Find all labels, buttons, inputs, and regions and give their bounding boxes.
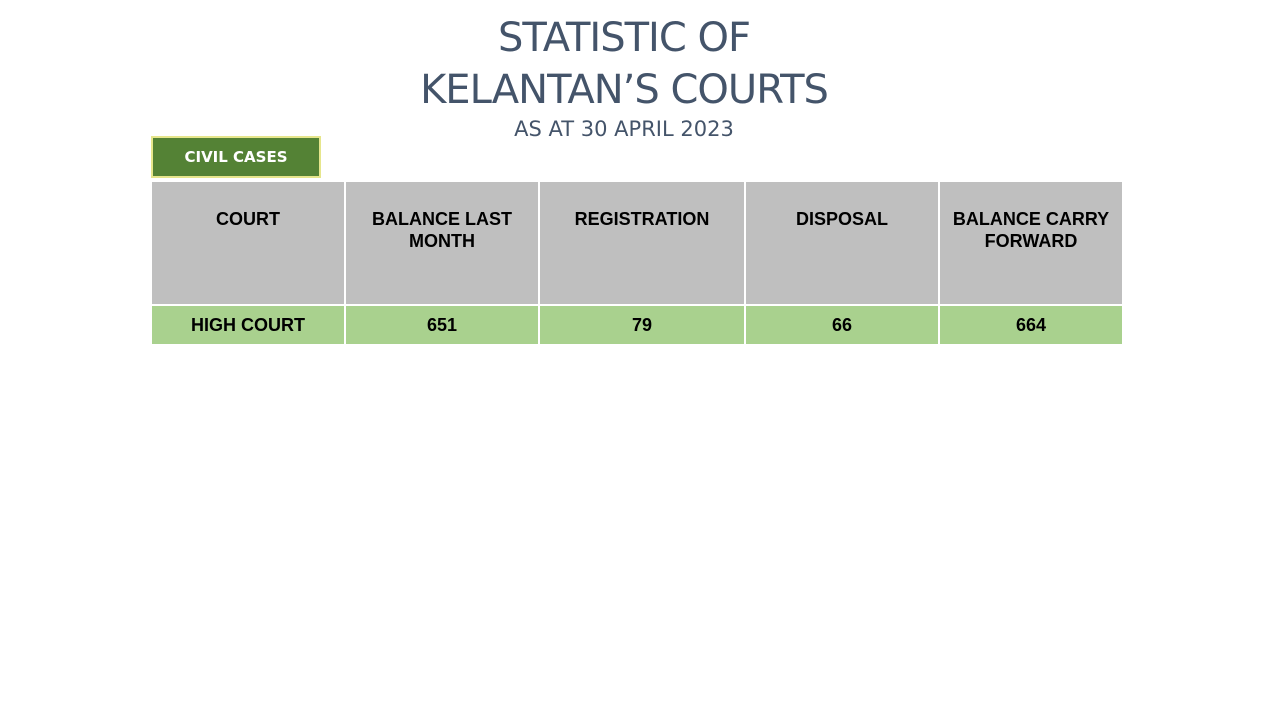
page-title-line-1: STATISTIC OF — [498, 15, 751, 61]
table-header-row: COURT BALANCE LAST MONTH REGISTRATION DI… — [150, 180, 1124, 306]
header-balance-last-month: BALANCE LAST MONTH — [344, 180, 540, 306]
civil-cases-badge: CIVIL CASES — [151, 136, 321, 178]
header-registration: REGISTRATION — [538, 180, 746, 306]
cell-court: HIGH COURT — [150, 304, 346, 346]
header-balance-carry-forward: BALANCE CARRY FORWARD — [938, 180, 1124, 306]
page-subtitle: AS AT 30 APRIL 2023 — [514, 117, 734, 141]
header-disposal: DISPOSAL — [744, 180, 940, 306]
cell-disposal: 66 — [744, 304, 940, 346]
title-block: STATISTIC OF KELANTAN’S COURTS AS AT 30 … — [0, 12, 1248, 144]
table-row: HIGH COURT 651 79 66 664 — [150, 304, 1124, 346]
cell-balance-last-month: 651 — [344, 304, 540, 346]
header-court: COURT — [150, 180, 346, 306]
page-title-line-2: KELANTAN’S COURTS — [420, 67, 829, 113]
cell-balance-carry-forward: 664 — [938, 304, 1124, 346]
court-statistics-table: COURT BALANCE LAST MONTH REGISTRATION DI… — [150, 180, 1124, 346]
cell-registration: 79 — [538, 304, 746, 346]
